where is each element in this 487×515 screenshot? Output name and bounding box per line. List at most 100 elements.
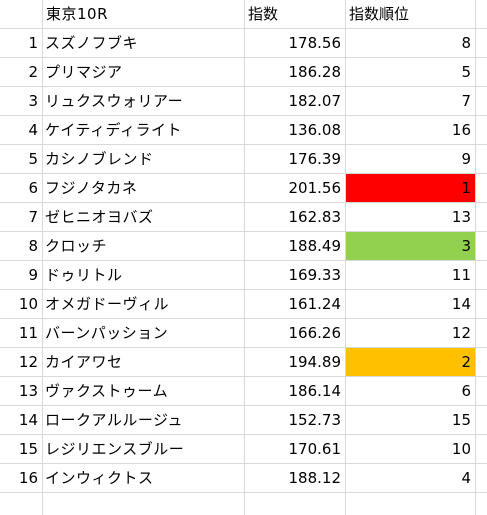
row-gridline (0, 376, 487, 377)
column-gridline (345, 0, 346, 515)
table-row: 1 スズノフブキ 178.56 8 (0, 29, 487, 58)
row-number-cell[interactable]: 8 (28, 237, 38, 255)
empty-cell[interactable] (475, 348, 487, 377)
row-number-cell[interactable]: 2 (28, 63, 38, 81)
table-row: 9 ドゥリトル 169.33 11 (0, 261, 487, 290)
row-number-cell[interactable]: 11 (18, 324, 38, 342)
header-cell-index-rank[interactable]: 指数順位 (349, 5, 410, 23)
row-number-cell[interactable]: 10 (18, 295, 38, 313)
index-cell[interactable]: 161.24 (288, 295, 342, 313)
table-row: 10 オメガドーヴィル 161.24 14 (0, 290, 487, 319)
empty-cell[interactable] (475, 319, 487, 348)
index-cell[interactable]: 186.28 (288, 63, 342, 81)
horse-name-cell[interactable]: レジリエンスブルー (45, 440, 185, 458)
row-gridline (0, 260, 487, 261)
row-number-cell[interactable]: 14 (18, 411, 38, 429)
index-rank-cell[interactable]: 12 (451, 324, 471, 342)
column-gridline (475, 0, 476, 515)
horse-name-cell[interactable]: ヴァクストゥーム (45, 382, 169, 400)
table-row: 6 フジノタカネ 201.56 1 (0, 174, 487, 203)
horse-name-cell[interactable]: スズノフブキ (45, 34, 139, 52)
row-number-cell[interactable]: 7 (28, 208, 38, 226)
row-number-cell[interactable]: 13 (18, 382, 38, 400)
header-cell-race[interactable]: 東京10R (46, 5, 109, 23)
horse-name-cell[interactable]: リュクスウォリアー (45, 92, 184, 110)
row-number-cell[interactable]: 9 (28, 266, 38, 284)
horse-name-cell[interactable]: ゼヒニオヨバズ (45, 208, 154, 226)
row-gridline (0, 231, 487, 232)
empty-cell[interactable] (475, 87, 487, 116)
row-number-cell[interactable]: 3 (28, 92, 38, 110)
table-row: 14 ロークアルルージュ 152.73 15 (0, 406, 487, 435)
header-cell-empty[interactable] (475, 0, 487, 29)
horse-name-cell[interactable]: カシノブレンド (45, 150, 154, 168)
row-number-cell[interactable]: 4 (28, 121, 38, 139)
empty-cell[interactable] (475, 464, 487, 493)
horse-name-cell[interactable]: プリマジア (45, 63, 123, 81)
index-rank-cell[interactable]: 16 (451, 121, 471, 139)
table-row: 12 カイアワセ 194.89 2 (0, 348, 487, 377)
empty-cell[interactable] (475, 232, 487, 261)
index-rank-cell[interactable]: 9 (461, 150, 471, 168)
column-gridline (42, 0, 43, 515)
empty-cell[interactable] (475, 290, 487, 319)
horse-name-cell[interactable]: クロッチ (45, 237, 108, 255)
index-cell[interactable]: 166.26 (288, 324, 342, 342)
index-rank-cell[interactable]: 11 (451, 266, 471, 284)
empty-cell[interactable] (475, 406, 487, 435)
index-cell[interactable]: 188.12 (288, 469, 342, 487)
horse-name-cell[interactable]: フジノタカネ (45, 179, 138, 197)
index-cell[interactable]: 186.14 (288, 382, 342, 400)
row-number-cell[interactable]: 1 (28, 34, 38, 52)
empty-cell[interactable] (475, 58, 487, 87)
horse-name-cell[interactable]: ロークアルルージュ (45, 411, 184, 429)
empty-cell[interactable] (475, 261, 487, 290)
horse-name-cell[interactable]: バーンパッション (45, 324, 169, 342)
empty-cell[interactable] (475, 174, 487, 203)
horse-name-cell[interactable]: カイアワセ (45, 353, 123, 371)
index-cell[interactable]: 176.39 (288, 150, 342, 168)
row-number-cell[interactable]: 12 (18, 353, 38, 371)
index-rank-cell[interactable]: 13 (451, 208, 471, 226)
index-cell[interactable]: 162.83 (288, 208, 342, 226)
row-gridline (0, 202, 487, 203)
table-row: 7 ゼヒニオヨバズ 162.83 13 (0, 203, 487, 232)
row-number-cell[interactable]: 15 (18, 440, 38, 458)
horse-name-cell[interactable]: ドゥリトル (45, 266, 123, 284)
index-cell[interactable]: 178.56 (288, 34, 342, 52)
index-rank-cell[interactable]: 15 (451, 411, 471, 429)
index-cell[interactable]: 194.89 (288, 353, 342, 371)
row-number-cell[interactable]: 6 (28, 179, 38, 197)
table-row: 8 クロッチ 188.49 3 (0, 232, 487, 261)
empty-cell[interactable] (475, 377, 487, 406)
empty-cell[interactable] (475, 145, 487, 174)
index-cell[interactable]: 170.61 (288, 440, 342, 458)
index-rank-cell[interactable]: 8 (461, 34, 471, 52)
index-cell[interactable]: 169.33 (288, 266, 342, 284)
empty-cell[interactable] (475, 29, 487, 58)
row-number-cell[interactable]: 16 (18, 469, 38, 487)
index-rank-cell[interactable]: 3 (345, 232, 475, 261)
index-cell[interactable]: 201.56 (288, 179, 342, 197)
index-cell[interactable]: 152.73 (288, 411, 342, 429)
index-rank-cell[interactable]: 6 (461, 382, 471, 400)
horse-name-cell[interactable]: オメガドーヴィル (45, 295, 170, 313)
header-cell-a[interactable] (0, 0, 42, 29)
horse-name-cell[interactable]: インウィクトス (45, 469, 154, 487)
row-number-cell[interactable]: 5 (28, 150, 38, 168)
index-cell[interactable]: 136.08 (288, 121, 342, 139)
empty-cell[interactable] (475, 116, 487, 145)
index-rank-cell[interactable]: 14 (451, 295, 471, 313)
index-rank-cell[interactable]: 7 (461, 92, 471, 110)
header-cell-index[interactable]: 指数 (248, 5, 279, 23)
empty-cell[interactable] (475, 203, 487, 232)
empty-cell[interactable] (475, 435, 487, 464)
index-rank-cell[interactable]: 10 (451, 440, 471, 458)
index-cell[interactable]: 182.07 (288, 92, 342, 110)
index-rank-cell[interactable]: 2 (345, 348, 475, 377)
index-rank-cell[interactable]: 5 (461, 63, 471, 81)
index-rank-cell[interactable]: 1 (345, 174, 475, 203)
index-cell[interactable]: 188.49 (288, 237, 342, 255)
index-rank-cell[interactable]: 4 (461, 469, 471, 487)
horse-name-cell[interactable]: ケイティディライト (45, 121, 182, 139)
